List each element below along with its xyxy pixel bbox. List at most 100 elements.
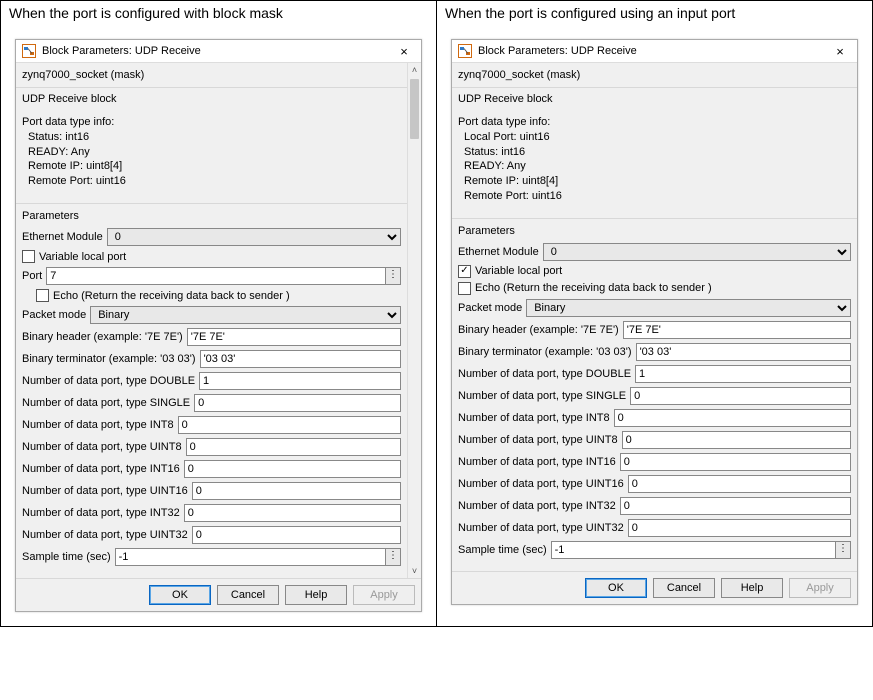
num-single-input[interactable]	[194, 394, 401, 412]
ethernet-module-row: Ethernet Module 0	[22, 226, 401, 248]
packet-mode-row: Packet mode Binary	[458, 297, 851, 319]
port-data-type-info: Port data type info: Status: int16 READY…	[22, 107, 401, 195]
echo-row[interactable]: Echo (Return the receiving data back to …	[458, 280, 851, 297]
variable-local-port-label: Variable local port	[475, 265, 562, 277]
num-int16-row: Number of data port, type INT16	[22, 458, 401, 480]
variable-local-port-row[interactable]: Variable local port	[22, 248, 401, 265]
num-int32-input[interactable]	[184, 504, 401, 522]
num-int32-input[interactable]	[620, 497, 851, 515]
num-int8-input[interactable]	[178, 416, 401, 434]
scroll-thumb[interactable]	[410, 79, 419, 139]
binary-terminator-label: Binary terminator (example: '03 03')	[458, 346, 632, 358]
binary-header-row: Binary header (example: '7E 7E')	[22, 326, 401, 348]
echo-checkbox[interactable]	[458, 282, 471, 295]
num-uint8-input[interactable]	[622, 431, 851, 449]
scroll-down-icon[interactable]: ˅	[408, 564, 421, 578]
num-uint8-input[interactable]	[186, 438, 401, 456]
cancel-button[interactable]: Cancel	[217, 585, 279, 605]
echo-label: Echo (Return the receiving data back to …	[53, 290, 290, 302]
apply-button[interactable]: Apply	[789, 578, 851, 598]
titlebar: Block Parameters: UDP Receive ×	[452, 40, 857, 63]
num-int16-input[interactable]	[184, 460, 401, 478]
packet-mode-label: Packet mode	[458, 302, 522, 314]
binary-header-label: Binary header (example: '7E 7E')	[22, 331, 183, 343]
num-int8-input[interactable]	[614, 409, 851, 427]
num-int16-input[interactable]	[620, 453, 851, 471]
variable-local-port-checkbox[interactable]	[22, 250, 35, 263]
num-single-input[interactable]	[630, 387, 851, 405]
block-parameters-dialog-left: Block Parameters: UDP Receive × zynq7000…	[15, 39, 422, 612]
apply-button[interactable]: Apply	[353, 585, 415, 605]
sample-time-input[interactable]	[551, 541, 835, 559]
port-more-icon[interactable]: ⋮	[385, 267, 401, 285]
num-double-row: Number of data port, type DOUBLE	[458, 363, 851, 385]
dialog-button-bar: OK Cancel Help Apply	[452, 571, 857, 604]
dialog-title: Block Parameters: UDP Receive	[478, 45, 829, 57]
close-icon[interactable]: ×	[829, 45, 851, 58]
help-button[interactable]: Help	[721, 578, 783, 598]
num-double-row: Number of data port, type DOUBLE	[22, 370, 401, 392]
block-name: UDP Receive block	[458, 92, 851, 107]
mask-name: zynq7000_socket (mask)	[458, 67, 851, 83]
sample-time-input[interactable]	[115, 548, 385, 566]
scroll-up-icon[interactable]: ˄	[408, 63, 421, 77]
binary-terminator-input[interactable]	[636, 343, 851, 361]
port-input[interactable]	[46, 267, 385, 285]
titlebar: Block Parameters: UDP Receive ×	[16, 40, 421, 63]
dialog-button-bar: OK Cancel Help Apply	[16, 578, 421, 611]
num-int32-row: Number of data port, type INT32	[22, 502, 401, 524]
num-double-input[interactable]	[635, 365, 851, 383]
num-double-input[interactable]	[199, 372, 401, 390]
block-name: UDP Receive block	[22, 92, 401, 107]
dialog-title: Block Parameters: UDP Receive	[42, 45, 393, 57]
num-int8-row: Number of data port, type INT8	[22, 414, 401, 436]
sample-time-row: Sample time (sec) ⋮	[458, 539, 851, 561]
parameters-heading: Parameters	[22, 208, 401, 226]
close-icon[interactable]: ×	[393, 45, 415, 58]
echo-row[interactable]: Echo (Return the receiving data back to …	[22, 287, 401, 304]
port-row: Port ⋮	[22, 265, 401, 287]
packet-mode-select[interactable]: Binary	[90, 306, 401, 324]
ethernet-module-select[interactable]: 0	[107, 228, 401, 246]
variable-local-port-label: Variable local port	[39, 251, 126, 263]
sample-time-more-icon[interactable]: ⋮	[385, 548, 401, 566]
binary-header-input[interactable]	[623, 321, 851, 339]
binary-terminator-input[interactable]	[200, 350, 401, 368]
num-int16-row: Number of data port, type INT16	[458, 451, 851, 473]
ethernet-module-select[interactable]: 0	[543, 243, 851, 261]
num-uint8-row: Number of data port, type UINT8	[22, 436, 401, 458]
sample-time-more-icon[interactable]: ⋮	[835, 541, 851, 559]
num-uint32-input[interactable]	[628, 519, 851, 537]
num-uint32-input[interactable]	[192, 526, 401, 544]
num-uint16-row: Number of data port, type UINT16	[22, 480, 401, 502]
variable-local-port-row[interactable]: ✓ Variable local port	[458, 263, 851, 280]
cancel-button[interactable]: Cancel	[653, 578, 715, 598]
ethernet-module-label: Ethernet Module	[22, 231, 103, 243]
app-icon	[458, 44, 472, 58]
packet-mode-label: Packet mode	[22, 309, 86, 321]
sample-time-label: Sample time (sec)	[22, 551, 111, 563]
column-header-right: When the port is configured using an inp…	[437, 1, 872, 27]
packet-mode-select[interactable]: Binary	[526, 299, 851, 317]
ok-button[interactable]: OK	[585, 578, 647, 598]
variable-local-port-checkbox[interactable]: ✓	[458, 265, 471, 278]
ok-button[interactable]: OK	[149, 585, 211, 605]
binary-terminator-row: Binary terminator (example: '03 03')	[22, 348, 401, 370]
parameters-heading: Parameters	[458, 223, 851, 241]
mask-name: zynq7000_socket (mask)	[22, 67, 401, 83]
num-uint32-row: Number of data port, type UINT32	[458, 517, 851, 539]
binary-terminator-label: Binary terminator (example: '03 03')	[22, 353, 196, 365]
num-int8-row: Number of data port, type INT8	[458, 407, 851, 429]
num-uint16-input[interactable]	[192, 482, 401, 500]
num-single-row: Number of data port, type SINGLE	[458, 385, 851, 407]
vertical-scrollbar[interactable]: ˄ ˅	[407, 63, 421, 578]
num-single-row: Number of data port, type SINGLE	[22, 392, 401, 414]
help-button[interactable]: Help	[285, 585, 347, 605]
binary-header-input[interactable]	[187, 328, 401, 346]
sample-time-label: Sample time (sec)	[458, 544, 547, 556]
echo-checkbox[interactable]	[36, 289, 49, 302]
ethernet-module-row: Ethernet Module 0	[458, 241, 851, 263]
num-uint16-input[interactable]	[628, 475, 851, 493]
comparison-table: When the port is configured with block m…	[0, 0, 873, 627]
sample-time-row: Sample time (sec) ⋮	[22, 546, 401, 568]
